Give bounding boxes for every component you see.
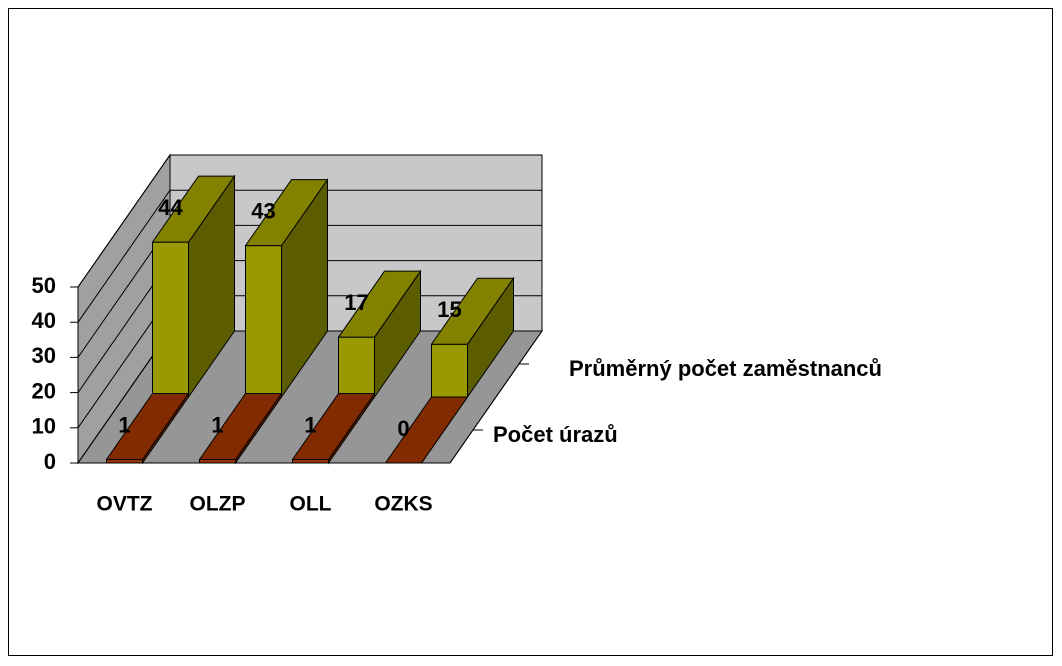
x-tick-label: OLL: [290, 493, 332, 516]
data-label: 15: [437, 297, 461, 322]
x-tick-label: OLZP: [190, 493, 246, 516]
bar-top: [384, 396, 469, 464]
data-label: 43: [251, 198, 275, 223]
y-tick-label: 40: [32, 308, 56, 333]
series-label: Počet úrazů: [493, 422, 618, 447]
bar-front: [199, 458, 236, 464]
data-label: 1: [304, 412, 316, 437]
bar-top: [430, 277, 515, 345]
bar-front: [338, 336, 375, 398]
data-label: 44: [158, 195, 183, 220]
data-label: 0: [397, 416, 409, 441]
data-label: 17: [344, 290, 368, 315]
y-tick-label: 20: [32, 378, 56, 403]
y-tick-label: 30: [32, 343, 56, 368]
x-tick-label: OVTZ: [97, 493, 153, 516]
bar-front: [292, 458, 329, 464]
grid-line: [77, 189, 542, 323]
data-label: 1: [211, 412, 223, 437]
depth-axis: [449, 330, 543, 464]
x-tick-label: OZKS: [374, 493, 432, 516]
bar-front: [152, 241, 189, 398]
bar-top: [291, 392, 376, 460]
data-label: 1: [118, 412, 130, 437]
bar-top: [244, 179, 329, 247]
bar-front: [106, 458, 143, 464]
y-tick-label: 10: [32, 414, 56, 439]
bar-top: [337, 270, 422, 338]
bar-front: [245, 245, 282, 398]
bar-top: [198, 392, 283, 460]
grid-line: [77, 154, 542, 288]
y-tick-label: 0: [44, 449, 56, 474]
y-tick-label: 50: [32, 273, 56, 298]
series-label: Průměrný počet zaměstnanců: [569, 356, 882, 381]
bar-top: [151, 175, 236, 243]
bar-top: [105, 392, 190, 460]
bar-front: [431, 343, 468, 398]
